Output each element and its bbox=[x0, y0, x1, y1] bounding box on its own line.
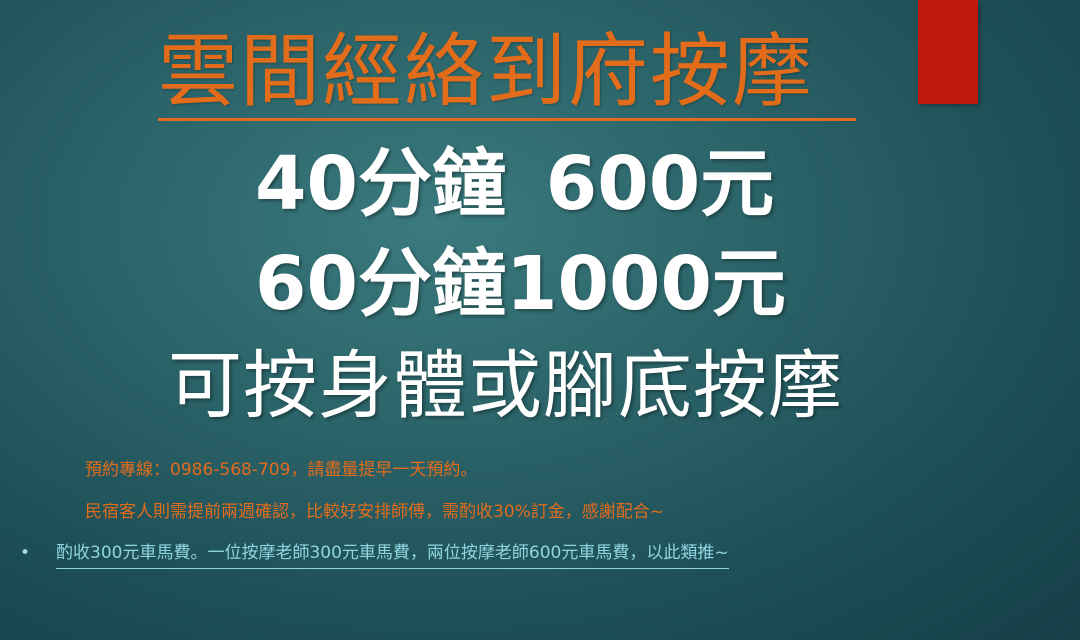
title-underline bbox=[158, 118, 856, 121]
service-description: 可按身體或腳底按摩 bbox=[168, 343, 843, 429]
booking-hotline-note: 預約專線：0986-568-709，請盡量提早一天預約。 bbox=[85, 460, 478, 480]
red-accent-block bbox=[918, 0, 978, 104]
price-line-60-min: 60分鐘1000元 bbox=[255, 241, 786, 327]
travel-fee-text: 酌收300元車馬費。一位按摩老師300元車馬費，兩位按摩老師600元車馬費，以此… bbox=[56, 540, 729, 569]
bullet-dot-icon: • bbox=[20, 543, 31, 563]
price-line-40-min: 40分鐘 600元 bbox=[255, 141, 775, 227]
slide-title: 雲間經絡到府按摩 bbox=[158, 25, 814, 118]
deposit-note: 民宿客人則需提前兩週確認，比較好安排師傅，需酌收30%訂金，感謝配合~ bbox=[85, 502, 665, 522]
